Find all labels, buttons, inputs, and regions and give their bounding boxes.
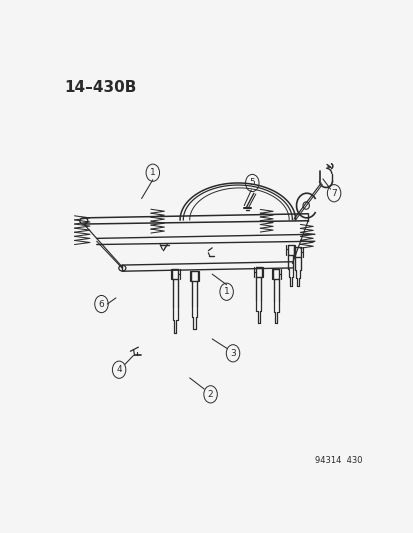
Text: 3: 3: [230, 349, 235, 358]
Text: 7: 7: [330, 189, 336, 198]
Text: 5: 5: [249, 179, 254, 188]
Text: 14–430B: 14–430B: [64, 79, 137, 94]
Text: 1: 1: [150, 168, 155, 177]
Text: 1: 1: [223, 287, 229, 296]
Text: 94314  430: 94314 430: [315, 456, 362, 465]
Text: 6: 6: [98, 300, 104, 309]
Text: 4: 4: [116, 365, 122, 374]
Text: 2: 2: [207, 390, 213, 399]
